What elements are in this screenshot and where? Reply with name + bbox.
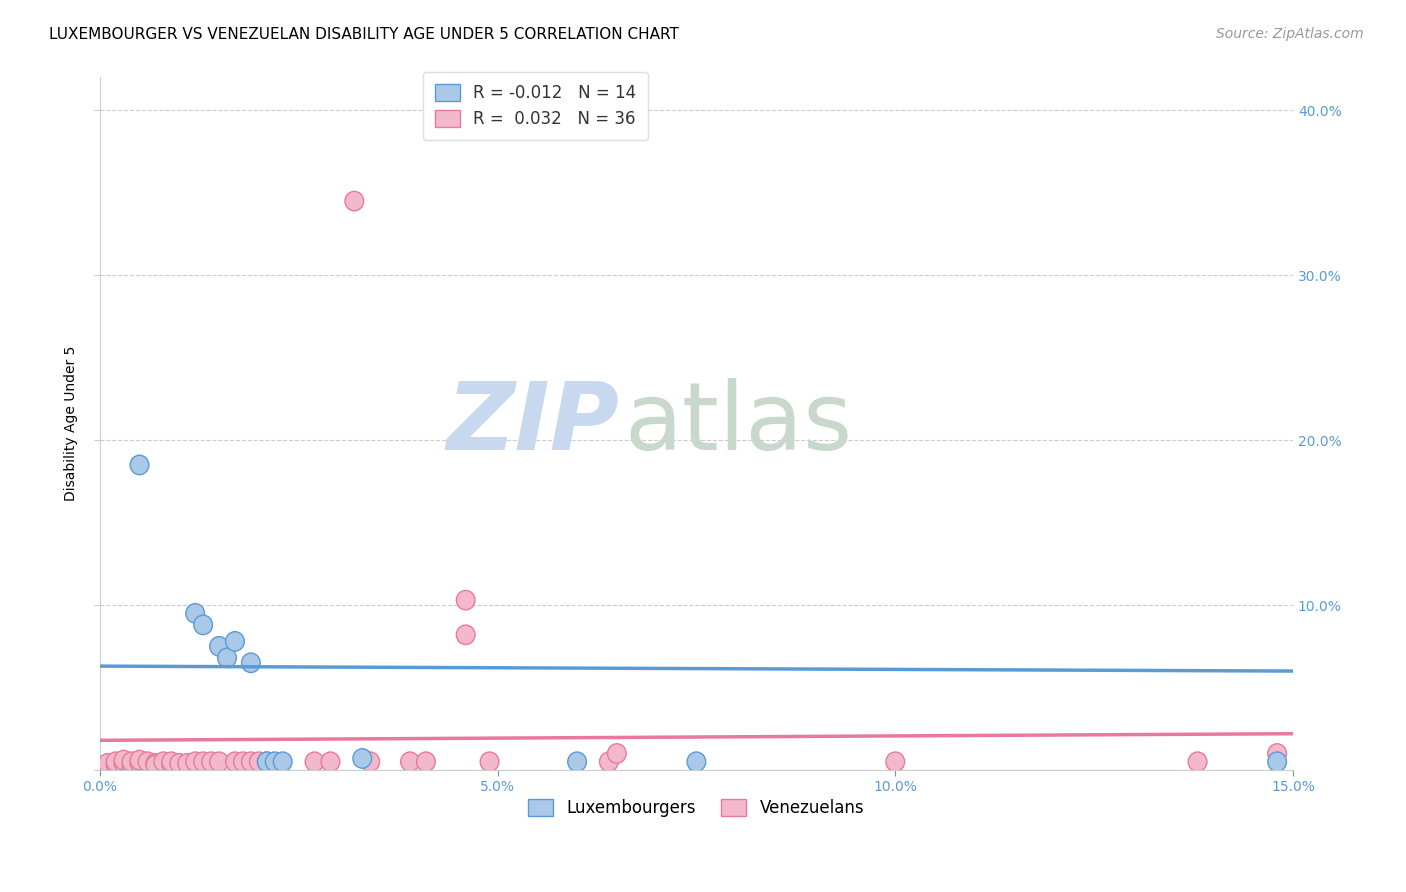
Y-axis label: Disability Age Under 5: Disability Age Under 5 [65, 346, 79, 501]
Ellipse shape [131, 455, 149, 475]
Ellipse shape [457, 591, 475, 610]
Ellipse shape [416, 752, 436, 772]
Ellipse shape [114, 754, 134, 773]
Ellipse shape [257, 752, 276, 772]
Ellipse shape [688, 752, 706, 772]
Ellipse shape [146, 756, 165, 775]
Ellipse shape [607, 744, 626, 764]
Ellipse shape [481, 752, 499, 772]
Text: atlas: atlas [624, 377, 853, 470]
Ellipse shape [186, 752, 204, 772]
Ellipse shape [194, 615, 212, 634]
Ellipse shape [107, 752, 125, 772]
Ellipse shape [114, 750, 134, 770]
Ellipse shape [146, 754, 165, 773]
Ellipse shape [138, 752, 157, 772]
Ellipse shape [1188, 752, 1206, 772]
Text: LUXEMBOURGER VS VENEZUELAN DISABILITY AGE UNDER 5 CORRELATION CHART: LUXEMBOURGER VS VENEZUELAN DISABILITY AG… [49, 27, 679, 42]
Ellipse shape [321, 752, 340, 772]
Ellipse shape [218, 648, 236, 667]
Ellipse shape [233, 752, 252, 772]
Ellipse shape [1268, 752, 1286, 772]
Ellipse shape [242, 653, 260, 673]
Ellipse shape [131, 754, 149, 773]
Ellipse shape [273, 752, 292, 772]
Ellipse shape [209, 637, 228, 656]
Ellipse shape [122, 752, 141, 772]
Ellipse shape [242, 752, 260, 772]
Ellipse shape [257, 752, 276, 772]
Ellipse shape [249, 752, 269, 772]
Ellipse shape [107, 756, 125, 775]
Ellipse shape [225, 632, 245, 651]
Ellipse shape [170, 754, 188, 773]
Ellipse shape [886, 752, 904, 772]
Ellipse shape [98, 754, 117, 773]
Ellipse shape [162, 756, 181, 775]
Ellipse shape [599, 752, 619, 772]
Ellipse shape [305, 752, 323, 772]
Ellipse shape [361, 752, 380, 772]
Ellipse shape [209, 752, 228, 772]
Ellipse shape [186, 604, 204, 624]
Ellipse shape [202, 752, 221, 772]
Ellipse shape [401, 752, 419, 772]
Ellipse shape [344, 192, 364, 211]
Ellipse shape [457, 625, 475, 645]
Ellipse shape [179, 754, 197, 773]
Ellipse shape [266, 752, 284, 772]
Ellipse shape [162, 752, 181, 772]
Text: ZIP: ZIP [446, 377, 619, 470]
Ellipse shape [353, 748, 371, 768]
Ellipse shape [194, 752, 212, 772]
Ellipse shape [225, 752, 245, 772]
Ellipse shape [122, 756, 141, 775]
Legend: Luxembourgers, Venezuelans: Luxembourgers, Venezuelans [522, 792, 870, 824]
Ellipse shape [131, 750, 149, 770]
Ellipse shape [1268, 744, 1286, 764]
Ellipse shape [568, 752, 586, 772]
Text: Source: ZipAtlas.com: Source: ZipAtlas.com [1216, 27, 1364, 41]
Ellipse shape [155, 752, 173, 772]
